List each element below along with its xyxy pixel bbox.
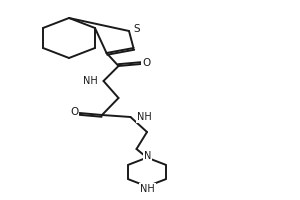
Text: S: S bbox=[133, 24, 140, 34]
Text: NH: NH bbox=[83, 76, 98, 86]
Text: O: O bbox=[70, 107, 78, 117]
Text: NH: NH bbox=[137, 112, 152, 122]
Text: NH: NH bbox=[140, 184, 155, 194]
Text: N: N bbox=[144, 151, 151, 161]
Text: O: O bbox=[142, 58, 151, 68]
